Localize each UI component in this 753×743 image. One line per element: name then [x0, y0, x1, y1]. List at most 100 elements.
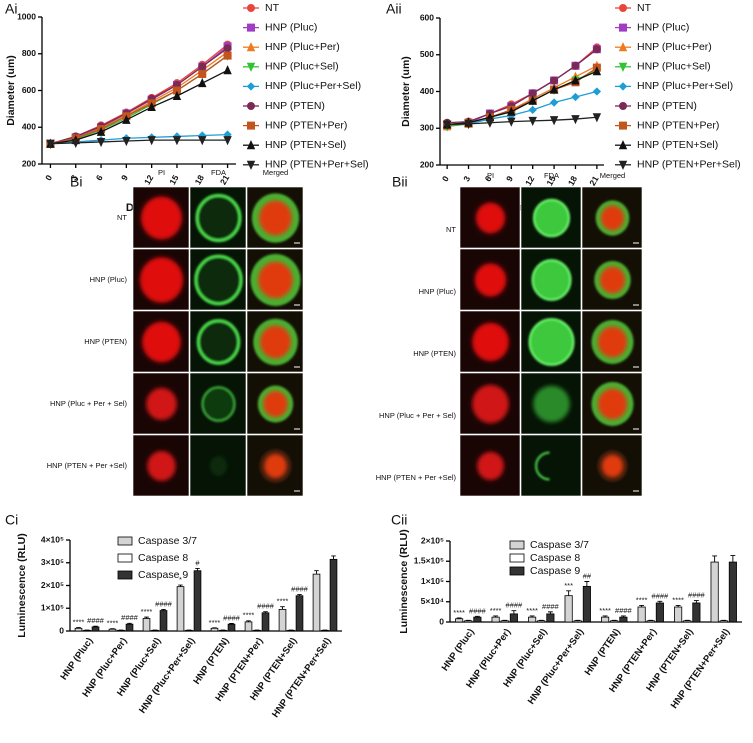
- legend-marker: [618, 140, 628, 150]
- series-line: [50, 139, 228, 145]
- significance-label: ****: [73, 618, 85, 627]
- legend-swatch: [117, 570, 133, 580]
- error-bar: [229, 623, 234, 625]
- y-axis-title: Luminescence (RLU): [16, 533, 28, 637]
- panel-label: Cii: [391, 512, 407, 528]
- marker: [571, 75, 580, 85]
- bar: [227, 623, 236, 632]
- bar: [674, 606, 683, 623]
- y-axis-title: Luminescence (RLU): [398, 529, 410, 633]
- bar: [637, 606, 646, 623]
- micrograph: [581, 434, 643, 497]
- cell-stain: [209, 456, 228, 476]
- x-tick-label: 18: [193, 173, 207, 186]
- x-tick-label: 6: [94, 173, 105, 182]
- marker: [223, 136, 232, 146]
- significance-label: ****: [490, 606, 502, 615]
- y-axis-title: Diameter (um): [5, 55, 17, 126]
- legend-label: HNP (PTEN+Per+Sel): [265, 159, 369, 171]
- column-header: Merged: [600, 171, 625, 180]
- significance-label: ****: [141, 607, 153, 616]
- legend-marker: [618, 82, 628, 91]
- cell-stain: [259, 325, 292, 359]
- bar: [261, 612, 270, 632]
- error-bar: [280, 606, 285, 610]
- y-tick-label: 600: [420, 12, 434, 22]
- legend-swatch: [117, 553, 133, 563]
- legend-label: HNP (Pluc+Sel): [637, 61, 711, 73]
- significance-label: ####: [652, 591, 670, 600]
- series-line: [50, 69, 228, 145]
- marker: [147, 101, 156, 112]
- cell-stain: [263, 390, 288, 418]
- series-line: [50, 55, 228, 145]
- bar: [108, 628, 117, 632]
- significance-label: ****: [107, 619, 119, 628]
- legend-marker: [246, 4, 255, 12]
- bar: [210, 627, 219, 632]
- significance-label: ####: [688, 591, 706, 600]
- marker: [549, 98, 559, 107]
- bar: [683, 620, 692, 623]
- marker: [223, 65, 232, 75]
- significance-label: *: [179, 575, 182, 584]
- x-tick-label: HNP (PTEN+Per+Sel): [270, 636, 333, 720]
- error-bar: [730, 555, 736, 563]
- y-tick-label: 1000: [17, 11, 36, 21]
- bar: [719, 620, 728, 623]
- row-label: HNP (PTEN): [413, 349, 456, 358]
- panel-label: Bi: [70, 174, 82, 190]
- significance-label: ****: [209, 618, 221, 627]
- error-bar: [693, 600, 699, 603]
- error-bar: [566, 590, 572, 596]
- bar: [564, 595, 573, 623]
- cell-stain: [477, 451, 504, 481]
- cell-stain: [472, 322, 509, 362]
- legend-marker: [618, 160, 628, 170]
- x-tick-label: HNP (Pluc): [58, 636, 95, 682]
- cell-stain: [139, 257, 184, 303]
- bar: [619, 616, 628, 623]
- legend-marker: [619, 4, 628, 12]
- marker: [223, 44, 232, 53]
- bar: [193, 570, 202, 632]
- legend-marker: [246, 102, 255, 111]
- significance-label: ****: [636, 595, 648, 604]
- error-bar: [529, 615, 535, 618]
- marker: [571, 92, 580, 102]
- y-tick-label: 200: [22, 158, 36, 168]
- cell-stain: [599, 266, 626, 294]
- significance-label: ****: [672, 595, 684, 604]
- error-bar: [657, 600, 663, 603]
- marker: [172, 136, 182, 146]
- significance-label: #: [195, 558, 200, 567]
- cell-stain: [194, 254, 243, 306]
- significance-label: ****: [453, 608, 465, 617]
- bar: [528, 616, 537, 623]
- legend-swatch: [117, 536, 133, 546]
- cell-stain: [147, 451, 176, 481]
- x-tick-label: 3: [461, 174, 472, 183]
- legend-marker: [246, 121, 255, 130]
- bar: [295, 595, 304, 632]
- significance-label: ####: [87, 616, 105, 625]
- y-tick-label: 1×10⁵: [41, 603, 64, 613]
- marker: [122, 137, 131, 147]
- marker: [550, 76, 559, 85]
- panel-label: Bii: [392, 174, 408, 190]
- y-tick-label: 2×10⁵: [421, 535, 444, 545]
- legend-marker: [246, 140, 256, 150]
- bar: [537, 620, 546, 623]
- error-bar: [263, 611, 268, 613]
- error-bar: [195, 567, 200, 571]
- row-label: HNP (PTEN + Per +Sel): [376, 473, 457, 482]
- marker: [507, 106, 516, 116]
- bar: [646, 620, 655, 623]
- bar: [125, 623, 134, 632]
- significance-label: ##: [583, 571, 592, 580]
- y-tick-label: 0: [439, 616, 444, 626]
- marker: [528, 116, 537, 127]
- error-bar: [161, 608, 166, 611]
- significance-label: ****: [277, 597, 289, 606]
- significance-label: ****: [599, 606, 611, 615]
